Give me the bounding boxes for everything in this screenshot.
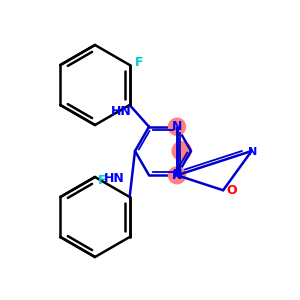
- Circle shape: [169, 167, 185, 184]
- Text: HN: HN: [111, 105, 131, 119]
- Text: F: F: [98, 175, 106, 188]
- Text: N: N: [172, 120, 182, 133]
- Text: HN: HN: [103, 172, 124, 184]
- Circle shape: [169, 118, 185, 135]
- Text: O: O: [226, 184, 237, 197]
- Text: N: N: [172, 169, 182, 182]
- Text: N: N: [248, 147, 257, 157]
- Text: F: F: [135, 56, 143, 70]
- Text: N: N: [173, 169, 183, 179]
- Circle shape: [172, 142, 191, 160]
